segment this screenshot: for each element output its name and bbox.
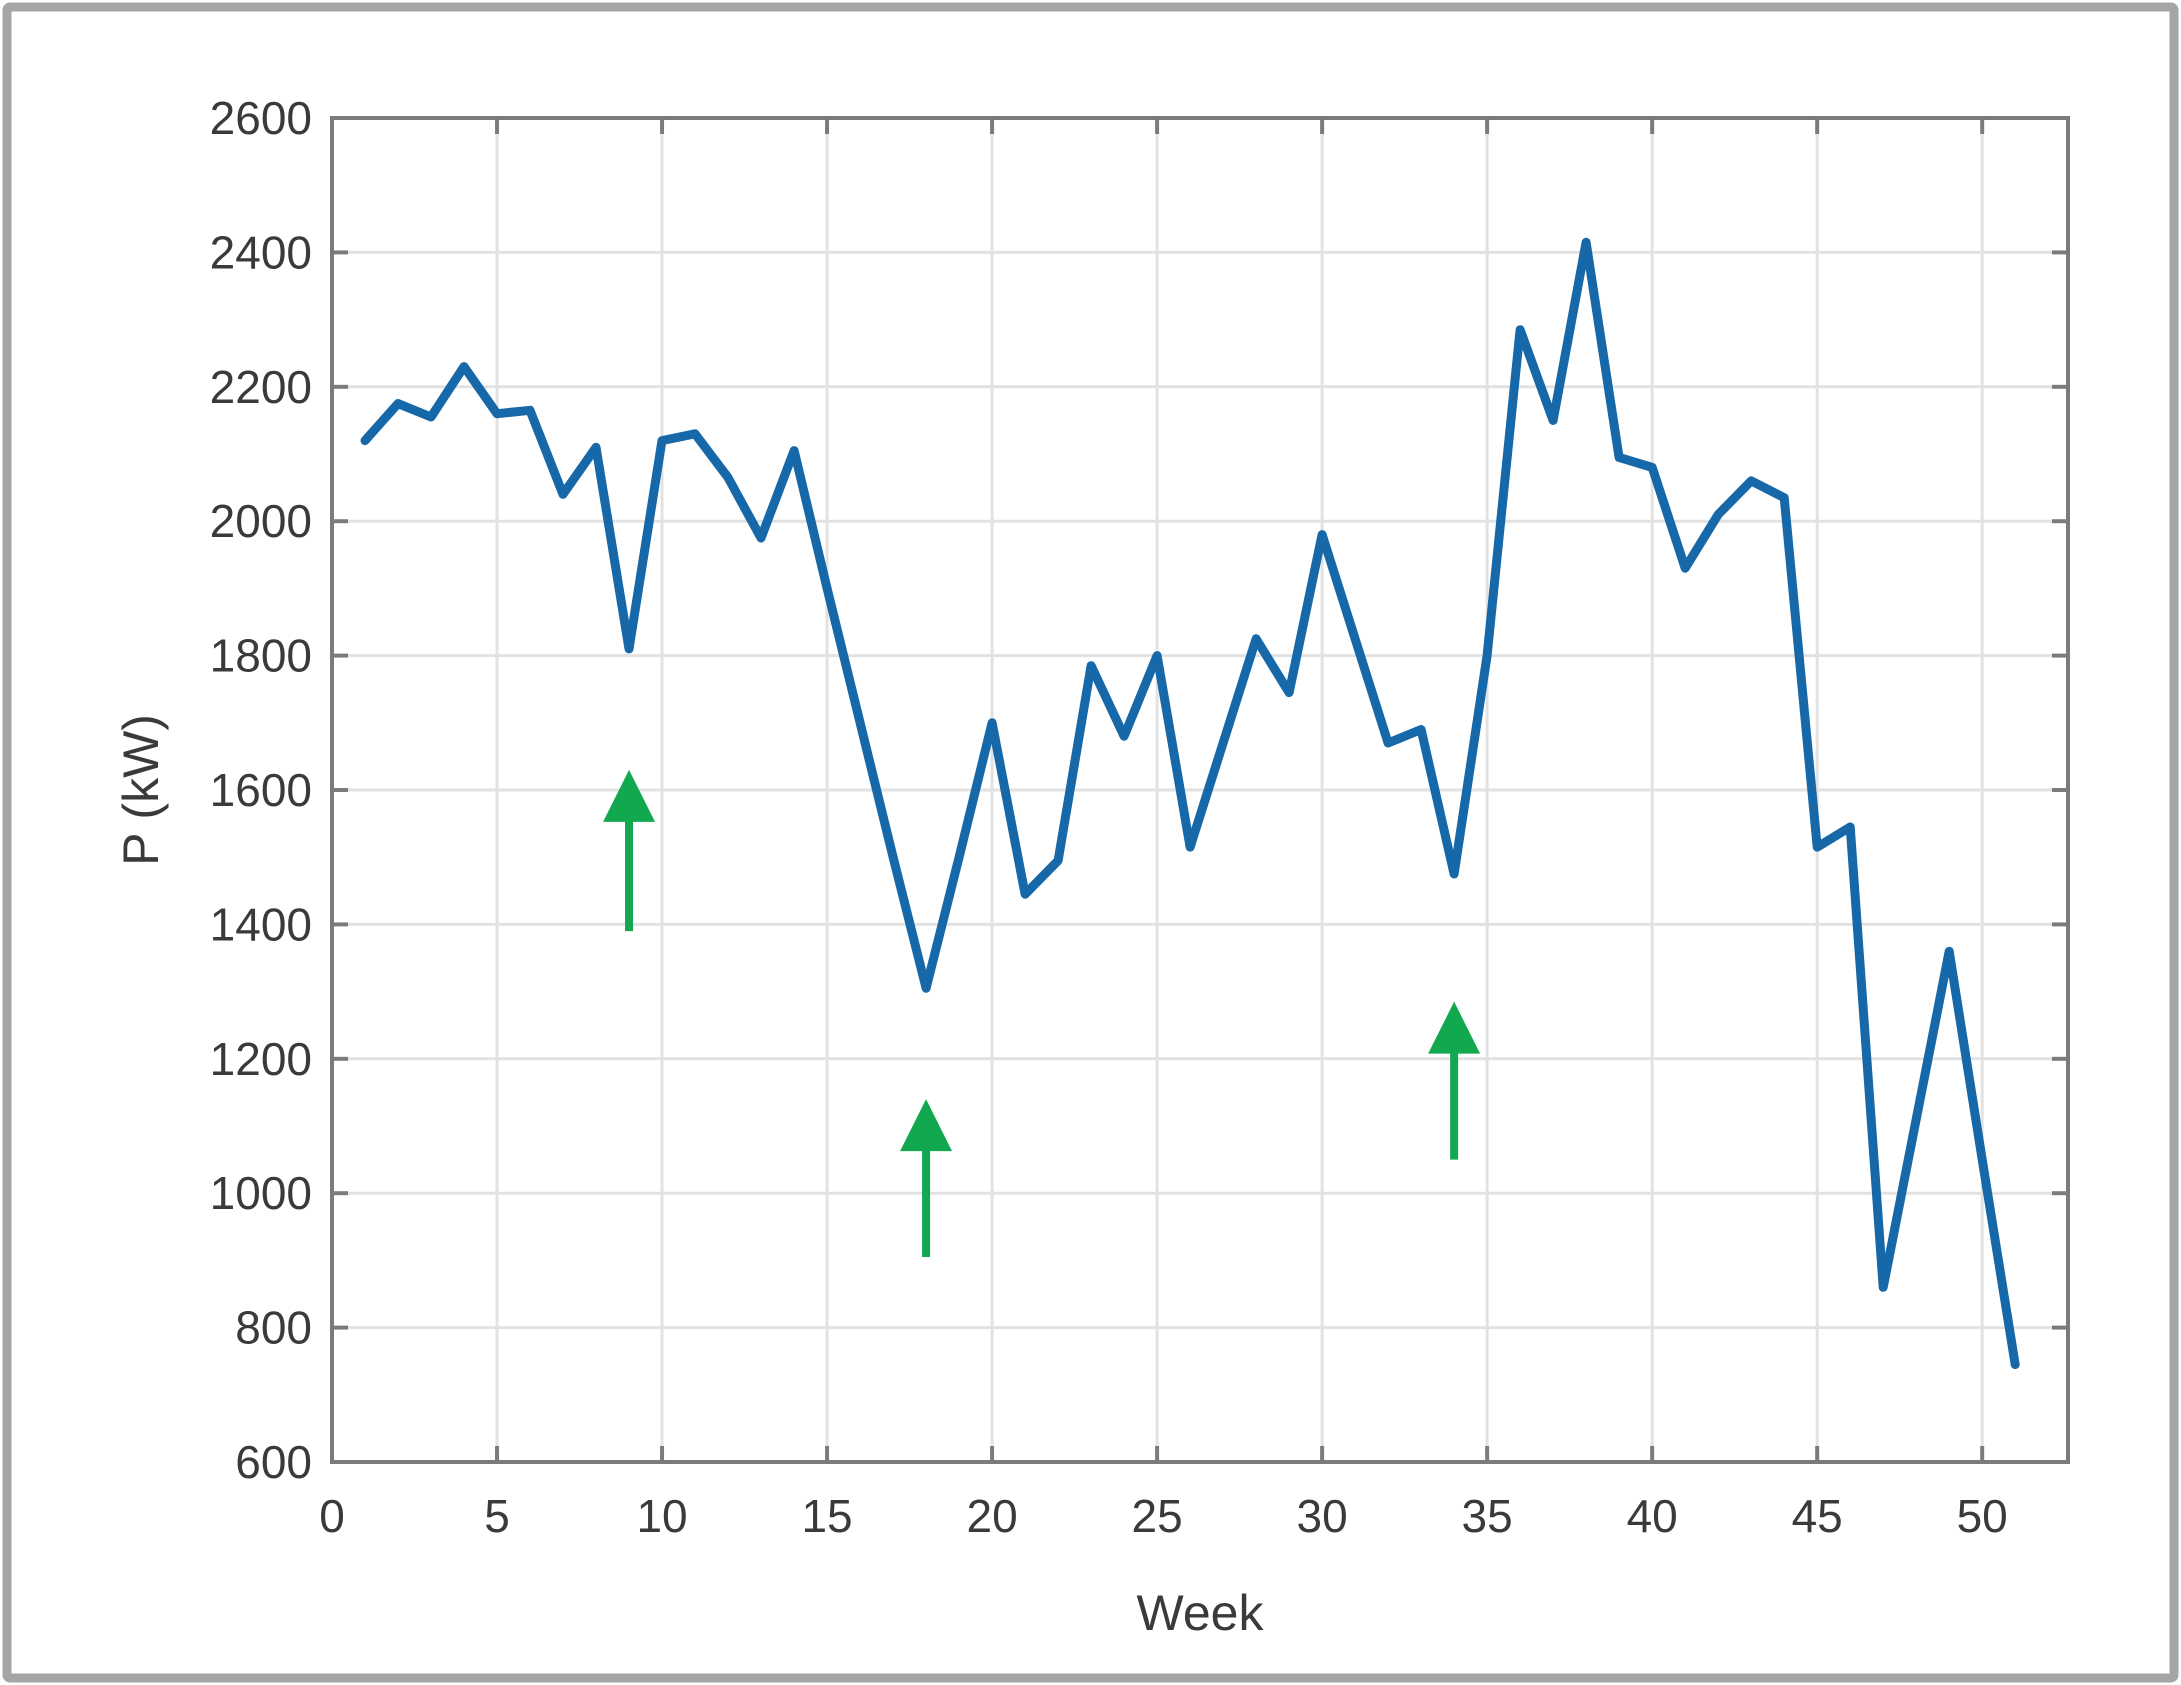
up-arrow-icon	[1428, 1001, 1481, 1054]
y-tick-label: 1200	[210, 1033, 312, 1085]
y-tick-label: 600	[235, 1436, 312, 1488]
annotation-arrow-week-18	[900, 1099, 953, 1258]
data-series	[360, 237, 2020, 1370]
y-tick-label: 1000	[210, 1167, 312, 1219]
x-tick-label: 10	[636, 1490, 687, 1542]
y-tick-label: 1600	[210, 764, 312, 816]
x-tick-label: 30	[1297, 1490, 1348, 1542]
x-tick-label: 5	[484, 1490, 510, 1542]
up-arrow-icon	[603, 769, 656, 822]
annotation-arrow-week-34	[1428, 1001, 1481, 1160]
x-tick-label: 45	[1792, 1490, 1843, 1542]
y-tick-label: 2600	[210, 92, 312, 144]
y-tick-label: 800	[235, 1302, 312, 1354]
x-tick-label: 15	[801, 1490, 852, 1542]
annotation-arrows	[603, 769, 1481, 1258]
annotation-arrow-week-9	[603, 769, 656, 932]
y-tick-label: 1400	[210, 898, 312, 950]
x-tick-label: 40	[1627, 1490, 1678, 1542]
tick-marks	[330, 116, 2068, 1464]
y-tick-label: 1800	[210, 630, 312, 682]
up-arrow-icon	[900, 1099, 953, 1152]
x-tick-label: 35	[1462, 1490, 1513, 1542]
x-tick-label: 50	[1957, 1490, 2008, 1542]
y-tick-labels: 600 800 1000 1200 1400 1600 1800 2000 2200 2400 26…	[210, 92, 312, 1488]
x-axis-label: Week	[1137, 1585, 1265, 1641]
x-tick-label: 0	[319, 1490, 345, 1542]
x-tick-labels: 0 5 10 15 20 25 30 35 40 45 50	[319, 1490, 2008, 1542]
power-series-line	[360, 237, 2020, 1370]
y-tick-label: 2200	[210, 361, 312, 413]
y-tick-label: 2400	[210, 226, 312, 278]
x-tick-label: 20	[966, 1490, 1017, 1542]
x-tick-label: 25	[1132, 1490, 1183, 1542]
y-tick-label: 2000	[210, 495, 312, 547]
y-axis-label: P (kW)	[113, 714, 169, 866]
